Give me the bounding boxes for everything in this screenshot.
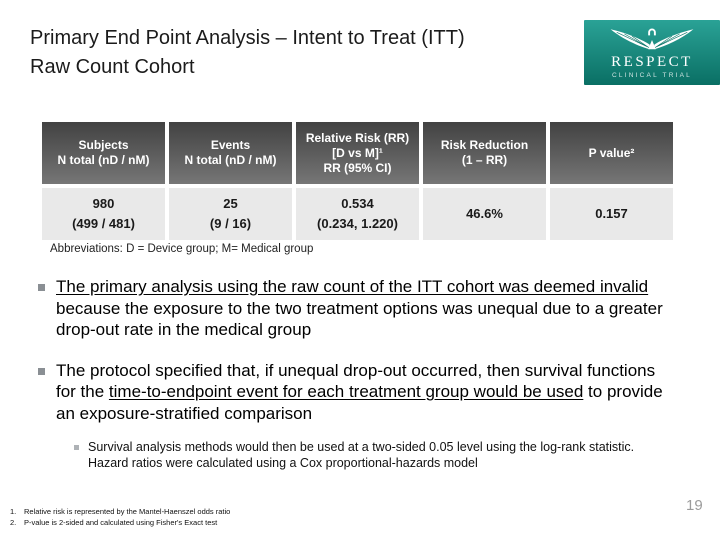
table-data-cell: 0.534 (0.234, 1.220) — [296, 188, 419, 240]
bullet-text: The protocol specified that, if unequal … — [56, 360, 663, 423]
results-table: Subjects N total (nD / nM) Events N total (… — [42, 122, 673, 240]
page-title: Primary End Point Analysis – Intent to T… — [30, 24, 580, 82]
table-header-cell: Relative Risk (RR) [D vs M]¹ RR (95% CI) — [296, 122, 419, 184]
logo-subtitle: CLINICAL TRIAL — [612, 71, 692, 79]
table-header-row: Subjects N total (nD / nM) Events N total (… — [42, 122, 673, 184]
table-header-cell: P value² — [550, 122, 673, 184]
table-data-cell: 0.157 — [550, 188, 673, 240]
footnote-line: 2. P-value is 2-sided and calculated usin… — [10, 518, 218, 527]
table-data-cell: 980 (499 / 481) — [42, 188, 165, 240]
table-data-row: 980 (499 / 481) 25 (9 / 16) 0.534 (0.234, 1.2… — [42, 188, 673, 240]
table-data-cell: 25 (9 / 16) — [169, 188, 292, 240]
bullet-square-icon — [38, 367, 45, 375]
bird-wings-icon — [606, 26, 698, 55]
bullet-item: The protocol specified that, if unequal … — [30, 360, 690, 425]
page-title-line2: Raw Count Cohort — [30, 56, 195, 78]
respect-logo: RESPECT CLINICAL TRIAL — [584, 20, 720, 85]
page-title-line1: Primary End Point Analysis – Intent to T… — [30, 27, 465, 49]
bullet-text: The primary analysis using the raw count… — [56, 277, 663, 339]
bullet-text: Survival analysis methods would then be … — [88, 440, 635, 470]
footnote-line: 1. Relative risk is represented by the Ma… — [10, 507, 231, 516]
footnotes: 1. Relative risk is represented by the Ma… — [10, 506, 230, 528]
table-header-cell: Subjects N total (nD / nM) — [42, 122, 165, 184]
table-header-cell: Events N total (nD / nM) — [169, 122, 292, 184]
bullet-square-icon — [74, 445, 79, 450]
bullet-list: The primary analysis using the raw count… — [30, 276, 690, 471]
abbreviations-note: Abbreviations: D = Device group; M= Medi… — [50, 243, 314, 255]
table-data-cell: 46.6% — [423, 188, 546, 240]
table-header-cell: Risk Reduction (1 – RR) — [423, 122, 546, 184]
bullet-item: Survival analysis methods would then be … — [68, 439, 690, 471]
bullet-square-icon — [38, 284, 45, 291]
bullet-item: The primary analysis using the raw count… — [30, 276, 690, 341]
logo-name: RESPECT — [611, 53, 693, 70]
page-number: 19 — [686, 497, 703, 514]
